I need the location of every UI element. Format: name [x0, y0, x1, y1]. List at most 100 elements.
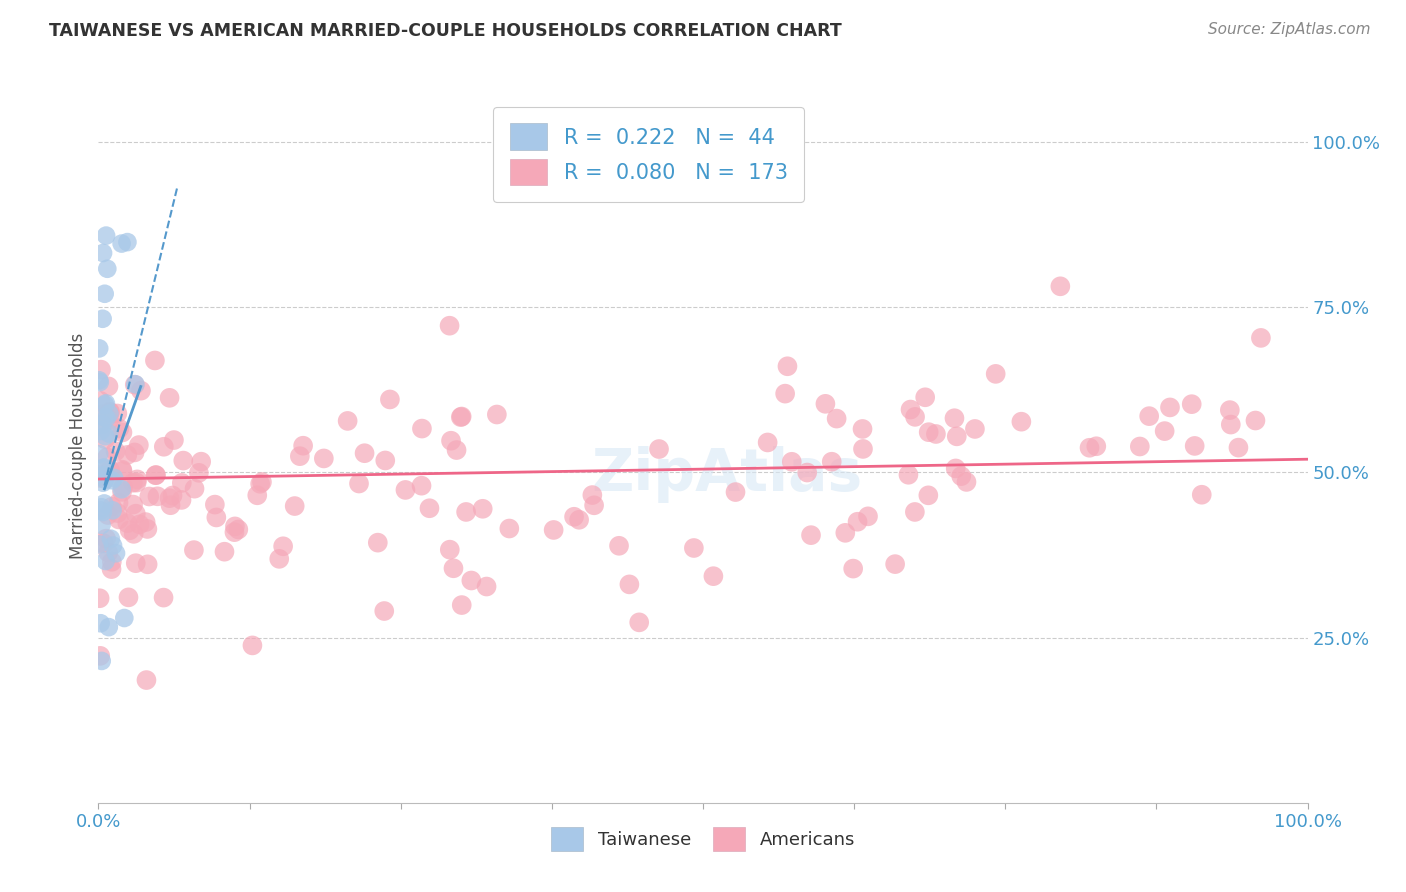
Point	[914, 390, 936, 404]
Point	[190, 455, 212, 469]
Point	[143, 353, 166, 368]
Point	[96, 411, 118, 425]
Point	[825, 411, 848, 425]
Point	[90, 517, 112, 532]
Point	[94, 398, 117, 412]
Point	[1085, 439, 1108, 453]
Point	[104, 444, 127, 458]
Point	[271, 539, 294, 553]
Point	[284, 499, 307, 513]
Point	[485, 408, 508, 422]
Point	[89, 447, 111, 461]
Point	[112, 611, 135, 625]
Point	[917, 488, 939, 502]
Text: Source: ZipAtlas.com: Source: ZipAtlas.com	[1208, 22, 1371, 37]
Point	[94, 473, 117, 487]
Point	[124, 445, 146, 459]
Point	[117, 235, 139, 249]
Point	[94, 532, 117, 546]
Point	[439, 318, 461, 333]
Point	[821, 455, 844, 469]
Point	[856, 509, 879, 524]
Point	[89, 393, 111, 408]
Point	[780, 455, 803, 469]
Point	[1219, 403, 1241, 417]
Point	[628, 615, 651, 630]
Point	[90, 362, 112, 376]
Point	[162, 488, 184, 502]
Point	[170, 475, 193, 490]
Point	[724, 485, 747, 500]
Point	[456, 505, 478, 519]
Point	[94, 396, 117, 410]
Point	[111, 484, 134, 499]
Point	[1078, 441, 1101, 455]
Point	[93, 286, 115, 301]
Point	[945, 461, 967, 475]
Point	[374, 453, 396, 467]
Point	[205, 510, 228, 524]
Point	[475, 580, 498, 594]
Point	[568, 513, 591, 527]
Point	[107, 512, 129, 526]
Point	[159, 491, 181, 505]
Point	[353, 446, 375, 460]
Point	[884, 557, 907, 571]
Point	[101, 473, 124, 487]
Point	[100, 562, 122, 576]
Point	[246, 488, 269, 502]
Point	[91, 311, 114, 326]
Point	[153, 440, 176, 454]
Point	[152, 591, 174, 605]
Point	[145, 468, 167, 483]
Point	[498, 522, 520, 536]
Point	[984, 367, 1007, 381]
Point	[1159, 401, 1181, 415]
Point	[394, 483, 416, 497]
Point	[619, 577, 641, 591]
Point	[111, 425, 134, 440]
Point	[1184, 439, 1206, 453]
Point	[118, 523, 141, 537]
Point	[96, 450, 118, 465]
Point	[89, 471, 111, 485]
Point	[112, 480, 135, 494]
Point	[159, 391, 181, 405]
Point	[136, 558, 159, 572]
Point	[756, 435, 779, 450]
Point	[443, 561, 465, 575]
Point	[108, 421, 131, 435]
Point	[904, 409, 927, 424]
Point	[446, 443, 468, 458]
Point	[89, 467, 111, 482]
Point	[89, 591, 111, 606]
Text: TAIWANESE VS AMERICAN MARRIED-COUPLE HOUSEHOLDS CORRELATION CHART: TAIWANESE VS AMERICAN MARRIED-COUPLE HOU…	[49, 22, 842, 40]
Point	[1191, 488, 1213, 502]
Point	[105, 407, 128, 421]
Point	[172, 453, 194, 467]
Point	[101, 500, 124, 514]
Point	[249, 476, 271, 491]
Point	[100, 532, 122, 546]
Point	[347, 476, 370, 491]
Point	[111, 463, 134, 477]
Point	[1129, 440, 1152, 454]
Point	[900, 402, 922, 417]
Point	[1227, 441, 1250, 455]
Point	[93, 410, 115, 425]
Point	[124, 377, 146, 392]
Point	[87, 373, 110, 387]
Point	[90, 654, 112, 668]
Point	[125, 556, 148, 570]
Point	[450, 410, 472, 425]
Point	[170, 492, 193, 507]
Point	[1244, 413, 1267, 427]
Point	[562, 509, 585, 524]
Point	[111, 464, 134, 478]
Point	[897, 467, 920, 482]
Point	[94, 228, 117, 243]
Point	[378, 392, 401, 407]
Point	[111, 236, 134, 251]
Point	[336, 414, 359, 428]
Point	[250, 475, 273, 489]
